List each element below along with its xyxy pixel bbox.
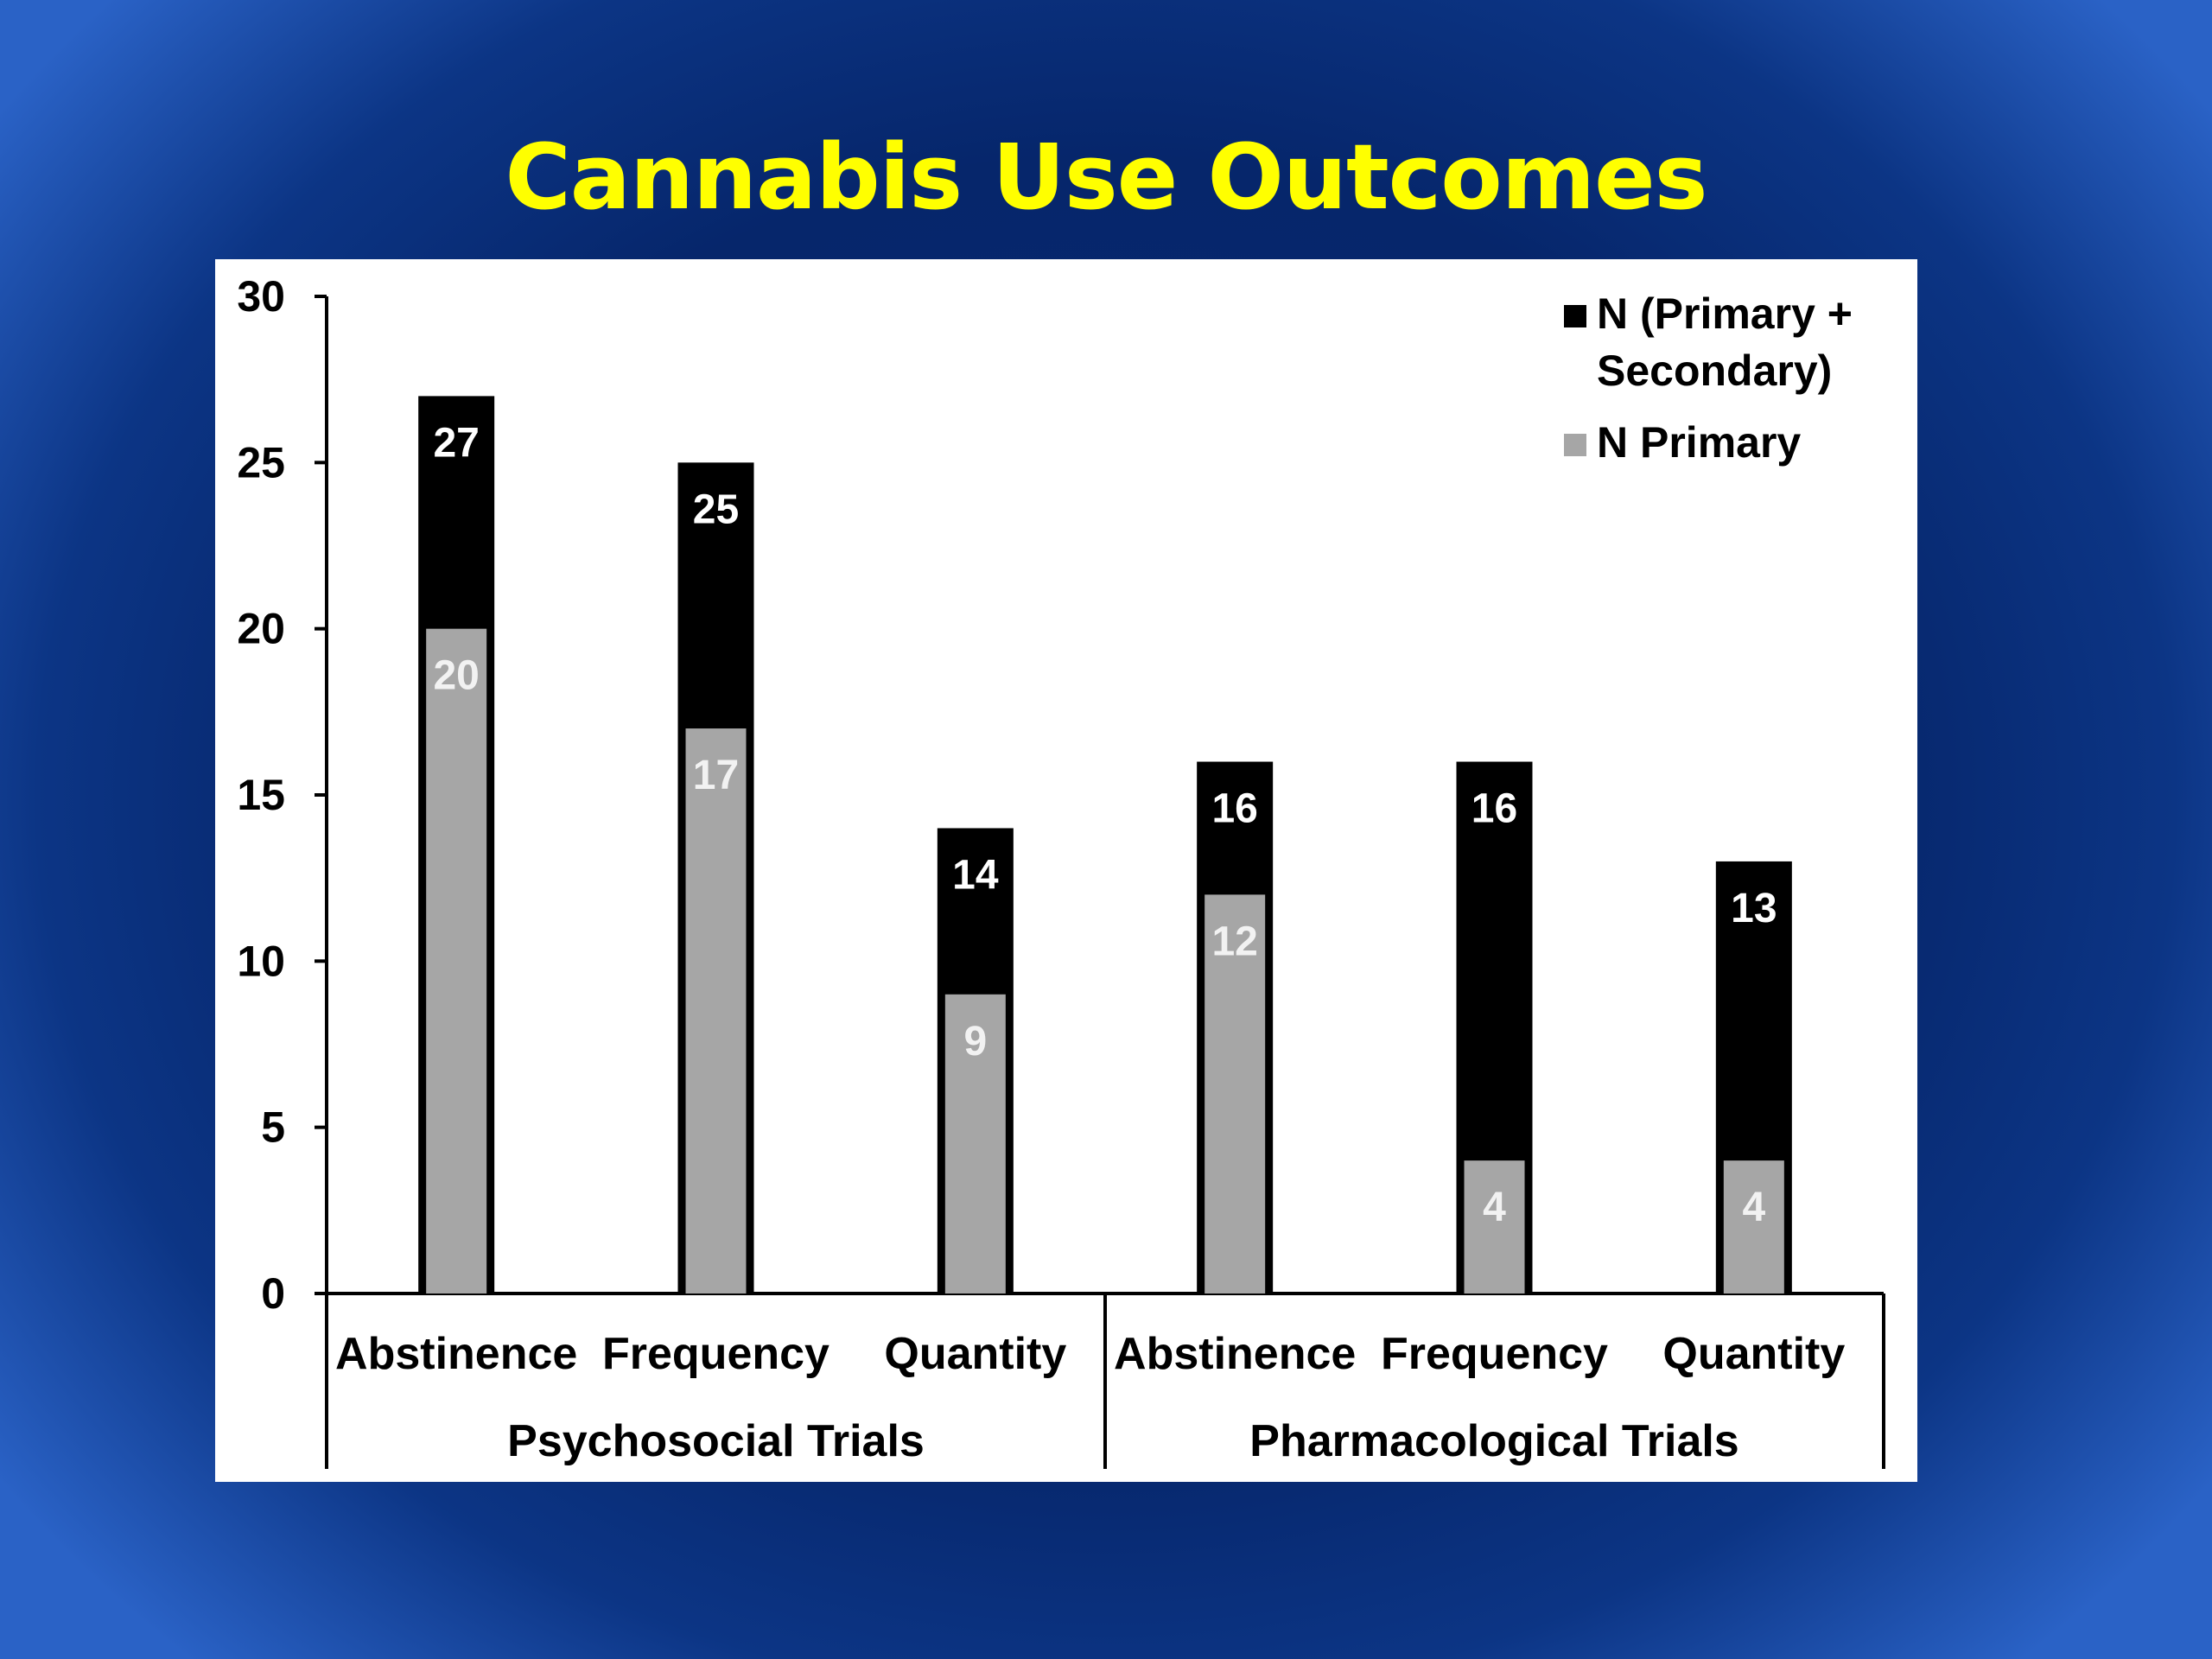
x-category-label: Abstinence: [1114, 1329, 1356, 1379]
x-category-label: Frequency: [1381, 1329, 1608, 1379]
y-tick-label: 20: [237, 605, 285, 653]
data-label-total: 14: [952, 852, 999, 898]
bar-primary: [1723, 1160, 1784, 1294]
data-label-primary: 4: [1483, 1185, 1506, 1230]
legend-label: N (Primary +: [1597, 289, 1853, 338]
bar-primary: [1205, 894, 1266, 1294]
data-label-total: 27: [433, 420, 479, 466]
bar-primary: [426, 628, 487, 1294]
slide-title: Cannabis Use Outcomes: [505, 124, 1707, 230]
y-tick-label: 0: [261, 1269, 285, 1318]
data-label-primary: 4: [1742, 1185, 1765, 1230]
data-label-total: 13: [1731, 886, 1777, 931]
x-category-label: Quantity: [1662, 1329, 1845, 1379]
y-tick-label: 25: [237, 438, 285, 486]
data-label-primary: 12: [1211, 918, 1257, 964]
x-category-label: Frequency: [602, 1329, 830, 1379]
legend-swatch: [1564, 434, 1586, 456]
y-tick-label: 30: [237, 272, 285, 321]
x-group-label: Pharmacological Trials: [1249, 1416, 1738, 1466]
data-label-primary: 20: [433, 653, 479, 699]
data-label-total: 16: [1211, 786, 1257, 832]
data-label-primary: 17: [693, 753, 739, 798]
bar-primary: [685, 728, 747, 1294]
data-label-total: 16: [1471, 786, 1517, 832]
data-label-total: 25: [693, 486, 739, 532]
data-label-primary: 9: [963, 1019, 987, 1065]
y-tick-label: 5: [261, 1103, 285, 1152]
legend-swatch: [1564, 305, 1586, 327]
legend-label: Secondary): [1597, 346, 1832, 395]
x-category-label: Abstinence: [335, 1329, 577, 1379]
bar-primary: [944, 994, 1006, 1294]
x-category-label: Quantity: [884, 1329, 1066, 1379]
legend-label: N Primary: [1597, 418, 1801, 467]
y-tick-label: 15: [237, 771, 285, 819]
y-tick-label: 10: [237, 937, 285, 985]
chart-panel: [215, 259, 1917, 1482]
bar-primary: [1464, 1160, 1525, 1294]
x-group-label: Psychosocial Trials: [507, 1416, 925, 1466]
